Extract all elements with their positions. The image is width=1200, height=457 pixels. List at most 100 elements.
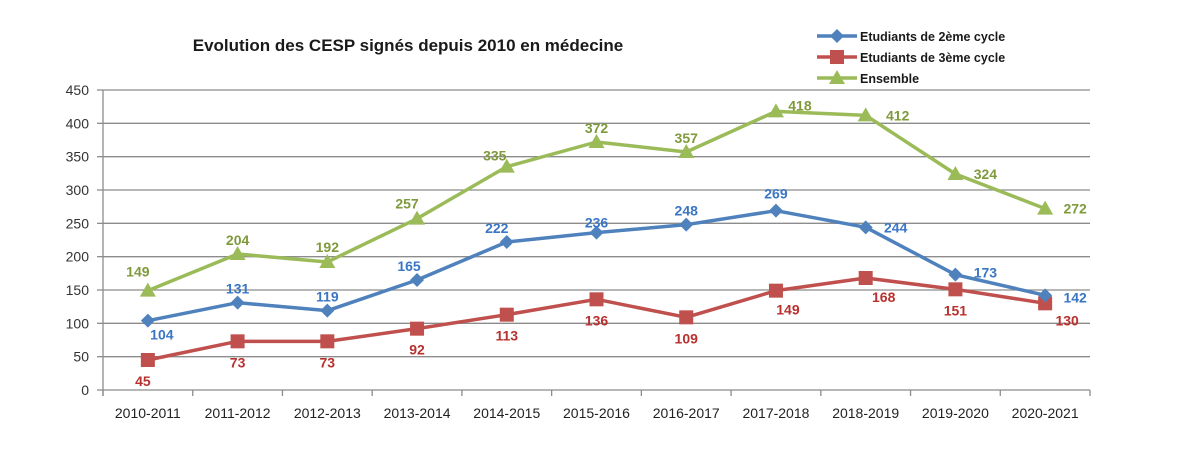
y-tick-label: 250 bbox=[66, 215, 90, 231]
data-point-marker bbox=[140, 353, 155, 367]
y-tick-label: 300 bbox=[66, 182, 90, 198]
x-tick-label: 2015-2016 bbox=[563, 405, 630, 421]
legend-label: Etudiants de 3ème cycle bbox=[860, 51, 1005, 65]
data-label: 192 bbox=[316, 239, 340, 255]
data-point-marker bbox=[1037, 200, 1054, 215]
data-label: 136 bbox=[585, 312, 609, 328]
series-etudiants-de-3-me-cycle bbox=[140, 271, 1053, 367]
x-tick-label: 2013-2014 bbox=[384, 405, 451, 421]
y-tick-label: 200 bbox=[66, 249, 90, 265]
data-point-marker bbox=[948, 282, 963, 297]
data-label: 131 bbox=[226, 281, 250, 297]
data-point-marker bbox=[858, 220, 873, 235]
x-tick-label: 2011-2012 bbox=[205, 405, 271, 421]
data-point-marker bbox=[948, 267, 963, 282]
data-point-marker bbox=[768, 283, 783, 298]
data-label: 335 bbox=[483, 148, 507, 164]
data-point-marker bbox=[410, 321, 425, 336]
data-point-marker bbox=[230, 295, 245, 310]
data-label: 73 bbox=[320, 354, 336, 370]
data-label: 272 bbox=[1063, 201, 1087, 217]
data-label: 168 bbox=[872, 289, 896, 305]
legend: Etudiants de 2ème cycle Etudiants de 3ème… bbox=[817, 29, 1005, 86]
y-tick-label: 0 bbox=[81, 382, 89, 398]
data-label: 236 bbox=[585, 215, 609, 231]
series-etudiants-de-2-me-cycle bbox=[140, 203, 1053, 328]
series-group bbox=[139, 103, 1054, 367]
data-point-marker bbox=[947, 166, 964, 180]
data-point-marker bbox=[589, 292, 604, 307]
data-label: 45 bbox=[135, 373, 151, 389]
x-axis-ticks: 2010-2011 2011-2012 2012-2013 2013-2014 2014… bbox=[115, 405, 1079, 421]
data-point-marker bbox=[858, 271, 873, 285]
data-point-marker bbox=[588, 134, 605, 148]
data-label: 149 bbox=[776, 302, 800, 318]
data-point-marker bbox=[499, 235, 514, 249]
data-point-marker bbox=[140, 313, 155, 328]
data-label: 357 bbox=[675, 130, 699, 146]
data-point-marker bbox=[1038, 296, 1053, 311]
legend-marker bbox=[830, 50, 844, 64]
y-tick-label: 50 bbox=[73, 349, 89, 365]
y-tick-label: 400 bbox=[66, 115, 90, 131]
data-point-marker bbox=[139, 282, 156, 297]
x-tick-label: 2019-2020 bbox=[922, 405, 989, 421]
x-tick-label: 2016-2017 bbox=[653, 405, 720, 421]
data-point-marker bbox=[230, 334, 245, 349]
data-label: 92 bbox=[409, 342, 425, 358]
y-tick-label: 150 bbox=[66, 282, 90, 298]
data-label: 244 bbox=[884, 219, 908, 235]
data-label: 372 bbox=[585, 120, 609, 136]
data-point-marker bbox=[320, 303, 335, 318]
legend-item: Etudiants de 3ème cycle bbox=[817, 50, 1005, 65]
data-point-marker bbox=[767, 103, 784, 118]
data-point-marker bbox=[409, 210, 426, 225]
legend-item: Etudiants de 2ème cycle bbox=[817, 29, 1005, 44]
data-point-marker bbox=[319, 254, 336, 268]
data-label: 130 bbox=[1055, 312, 1079, 328]
x-tick-label: 2018-2019 bbox=[832, 405, 899, 421]
axes bbox=[97, 89, 1091, 396]
data-point-marker bbox=[589, 225, 604, 240]
data-label: 257 bbox=[395, 196, 419, 212]
data-label: 269 bbox=[764, 186, 788, 202]
y-tick-label: 100 bbox=[66, 315, 90, 331]
data-label: 173 bbox=[974, 265, 998, 281]
data-point-marker bbox=[768, 203, 783, 218]
data-label: 222 bbox=[485, 220, 509, 236]
data-label: 165 bbox=[397, 258, 421, 274]
data-label: 418 bbox=[788, 97, 812, 113]
legend-label: Ensemble bbox=[860, 72, 919, 86]
data-label: 248 bbox=[675, 203, 699, 219]
legend-marker bbox=[829, 70, 845, 84]
data-label: 412 bbox=[886, 107, 910, 123]
legend-item: Ensemble bbox=[817, 70, 919, 86]
x-tick-label: 2017-2018 bbox=[742, 405, 809, 421]
data-point-marker bbox=[679, 310, 694, 325]
data-label: 109 bbox=[675, 330, 699, 346]
data-point-marker bbox=[857, 107, 874, 122]
data-point-marker bbox=[498, 158, 515, 173]
data-point-marker bbox=[1038, 288, 1053, 303]
data-point-marker bbox=[499, 307, 514, 322]
y-axis-ticks: 0 50 100 150 200 250 300 350 400 450 bbox=[66, 82, 90, 398]
x-tick-label: 2010-2011 bbox=[115, 405, 181, 421]
x-tick-label: 2020-2021 bbox=[1012, 405, 1079, 421]
data-label: 113 bbox=[495, 328, 518, 344]
data-label: 149 bbox=[126, 264, 150, 280]
y-tick-label: 350 bbox=[66, 149, 90, 165]
data-label: 73 bbox=[230, 354, 246, 370]
x-tick-label: 2012-2013 bbox=[294, 405, 361, 421]
data-point-marker bbox=[678, 144, 695, 158]
data-point-marker bbox=[679, 217, 694, 232]
legend-label: Etudiants de 2ème cycle bbox=[860, 30, 1005, 44]
data-labels: 45 73 73 92 113 136 109 149 168 151 130 104 131 119 16… bbox=[126, 97, 1087, 389]
legend-marker bbox=[830, 29, 844, 43]
data-label: 119 bbox=[316, 289, 339, 305]
data-point-marker bbox=[229, 246, 246, 260]
data-label: 324 bbox=[974, 166, 998, 182]
y-tick-label: 450 bbox=[66, 82, 90, 98]
chart-title: Evolution des CESP signés depuis 2010 en… bbox=[193, 36, 624, 55]
data-point-marker bbox=[320, 334, 335, 349]
